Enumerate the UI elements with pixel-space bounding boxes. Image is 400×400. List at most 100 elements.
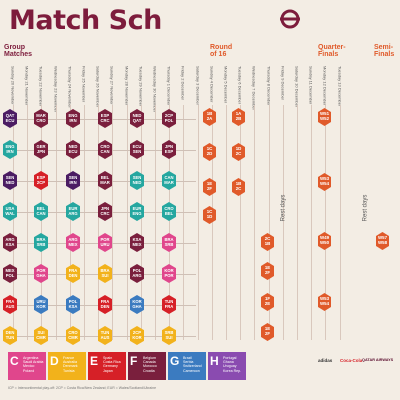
group-match-badge[interactable]: USA WAL	[3, 202, 17, 221]
group-match-badge[interactable]: TUN FRA	[162, 295, 176, 314]
group-match-badge[interactable]: ESP CRC	[98, 109, 112, 128]
group-match-badge[interactable]: CRO CMR	[66, 326, 80, 345]
group-match-badge[interactable]: GER JPN	[34, 140, 48, 159]
group-match-badge[interactable]: FRA DEN	[66, 264, 80, 283]
knockout-match-badge[interactable]: 1D 2C	[232, 143, 245, 161]
section-semi-finals: Semi-Finals	[374, 44, 395, 58]
knockout-match-badge[interactable]: W57 W58	[376, 232, 389, 250]
group-match-badge[interactable]: SEN IRN	[66, 171, 80, 190]
team-code: WAL	[5, 210, 15, 216]
day-gridline	[325, 105, 327, 340]
group-match-badge[interactable]: ECU SEN	[130, 140, 144, 159]
group-match-badge[interactable]: BEL MAR	[98, 171, 112, 190]
day-gridline	[84, 105, 85, 340]
knockout-match-badge[interactable]: W53 W54	[318, 173, 331, 191]
group-match-badge[interactable]: POR GHA	[34, 264, 48, 283]
knockout-match-badge[interactable]: 1C 1D	[203, 206, 216, 224]
team-code: BEL	[100, 174, 110, 180]
page-title: Match Sch	[9, 5, 162, 36]
team-code: POR	[164, 272, 174, 278]
knockout-match-badge[interactable]: 1C 2D	[203, 143, 216, 161]
group-match-badge[interactable]: CAN MAR	[162, 171, 176, 190]
group-match-badge[interactable]: ARG MEX	[66, 233, 80, 252]
group-match-badge[interactable]: KOR POR	[162, 264, 176, 283]
group-match-badge[interactable]: QAT ECU	[3, 109, 17, 128]
group-match-badge[interactable]: NED ECU	[66, 140, 80, 159]
knockout-match-badge[interactable]: 1B 2C	[232, 178, 245, 196]
slot-code: 1B	[235, 181, 242, 187]
group-match-badge[interactable]: JPN CRC	[98, 202, 112, 221]
group-match-badge[interactable]: FRA AUS	[3, 295, 17, 314]
group-match-badge[interactable]: NED QAT	[130, 109, 144, 128]
group-match-badge[interactable]: BRA SRB	[162, 233, 176, 252]
team-code: TUN	[164, 298, 174, 304]
day-gridline	[240, 105, 242, 340]
group-match-badge[interactable]: DEN TUN	[3, 326, 17, 345]
group-match-badge[interactable]: SEN NED	[3, 171, 17, 190]
knockout-match-badge[interactable]: W53 W54	[318, 293, 331, 311]
group-match-badge[interactable]: POL ARG	[130, 264, 144, 283]
group-match-badge[interactable]: JPN ESP	[162, 140, 176, 159]
team-code: JPN	[164, 143, 174, 149]
knockout-match-badge[interactable]: 1E 2F	[203, 178, 216, 196]
date-label: Tuesday 22 November	[38, 66, 44, 107]
slot-code: 1E	[264, 265, 271, 271]
team-code: NED	[132, 112, 142, 118]
group-match-badge[interactable]: ENG IRN	[3, 140, 17, 159]
slot-code: W54	[319, 181, 330, 186]
group-match-badge[interactable]: CRO BEL	[162, 202, 176, 221]
team-code: ARG	[68, 236, 78, 242]
group-match-badge[interactable]: POL KSA	[66, 295, 80, 314]
team-code: EUR	[132, 205, 142, 211]
team-code: BEL	[164, 210, 174, 216]
knockout-match-badge[interactable]: 1B 2A	[203, 108, 216, 126]
knockout-match-badge[interactable]: 1A 2B	[232, 108, 245, 126]
group-match-badge[interactable]: ENG IRN	[66, 109, 80, 128]
knockout-match-badge[interactable]: 1F 2E	[261, 293, 274, 311]
slot-code: 1A	[235, 111, 242, 117]
group-match-badge[interactable]: EUR ARG	[66, 202, 80, 221]
team-code: JPN	[36, 148, 46, 154]
group-match-badge[interactable]: ESP 2CP	[34, 171, 48, 190]
group-match-badge[interactable]: KOR GHA	[130, 295, 144, 314]
group-match-badge[interactable]: SUI CMR	[34, 326, 48, 345]
day-gridline	[98, 105, 100, 340]
team-code: MEX	[132, 241, 142, 247]
team-code: NED	[5, 179, 15, 185]
group-match-badge[interactable]: TUN AUS	[98, 326, 112, 345]
group-legend-box: C Argentina Saudi Arabia Mexico Poland	[8, 352, 46, 380]
group-match-badge[interactable]: BRA SUI	[98, 264, 112, 283]
group-match-badge[interactable]: BEL CAN	[34, 202, 48, 221]
knockout-match-badge[interactable]: W49 W50	[318, 232, 331, 250]
group-match-badge[interactable]: MEX POL	[3, 264, 17, 283]
group-match-badge[interactable]: 2CP POL	[162, 109, 176, 128]
slot-code: 2D	[206, 151, 213, 156]
knockout-match-badge[interactable]: 1E 2F	[261, 262, 274, 280]
group-match-badge[interactable]: FRA DEN	[98, 295, 112, 314]
team-code: MAR	[36, 112, 46, 118]
knockout-match-badge[interactable]: 1E 2F	[261, 323, 274, 341]
team-code: EUR	[68, 205, 78, 211]
group-match-badge[interactable]: SEN NED	[130, 171, 144, 190]
group-match-badge[interactable]: URU KOR	[34, 295, 48, 314]
knockout-match-badge[interactable]: 2C 1B	[261, 233, 274, 251]
team-code: KSA	[68, 303, 78, 309]
footnote: ICP = Intercontinental play-off: 2CP = C…	[8, 386, 157, 390]
group-match-badge[interactable]: MAR CRO	[34, 109, 48, 128]
slot-code: 2F	[206, 186, 213, 191]
team-code: ENG	[132, 210, 142, 216]
date-label: Monday 12 December	[322, 66, 328, 106]
team-code: SUI	[101, 272, 109, 278]
group-match-badge[interactable]: 2CP KOR	[130, 326, 144, 345]
day-gridline	[69, 105, 71, 340]
knockout-match-badge[interactable]: W51 W52	[318, 108, 331, 126]
group-match-badge[interactable]: POR URU	[98, 233, 112, 252]
group-match-badge[interactable]: CRO CAN	[98, 140, 112, 159]
group-match-badge[interactable]: KSA MEX	[130, 233, 144, 252]
group-match-badge[interactable]: EUR ENG	[130, 202, 144, 221]
team-code: ENG	[5, 143, 15, 149]
team-code: CMR	[36, 334, 46, 340]
group-match-badge[interactable]: BRA SRB	[34, 233, 48, 252]
group-match-badge[interactable]: SRB SUI	[162, 326, 176, 345]
group-match-badge[interactable]: ARG KSA	[3, 233, 17, 252]
